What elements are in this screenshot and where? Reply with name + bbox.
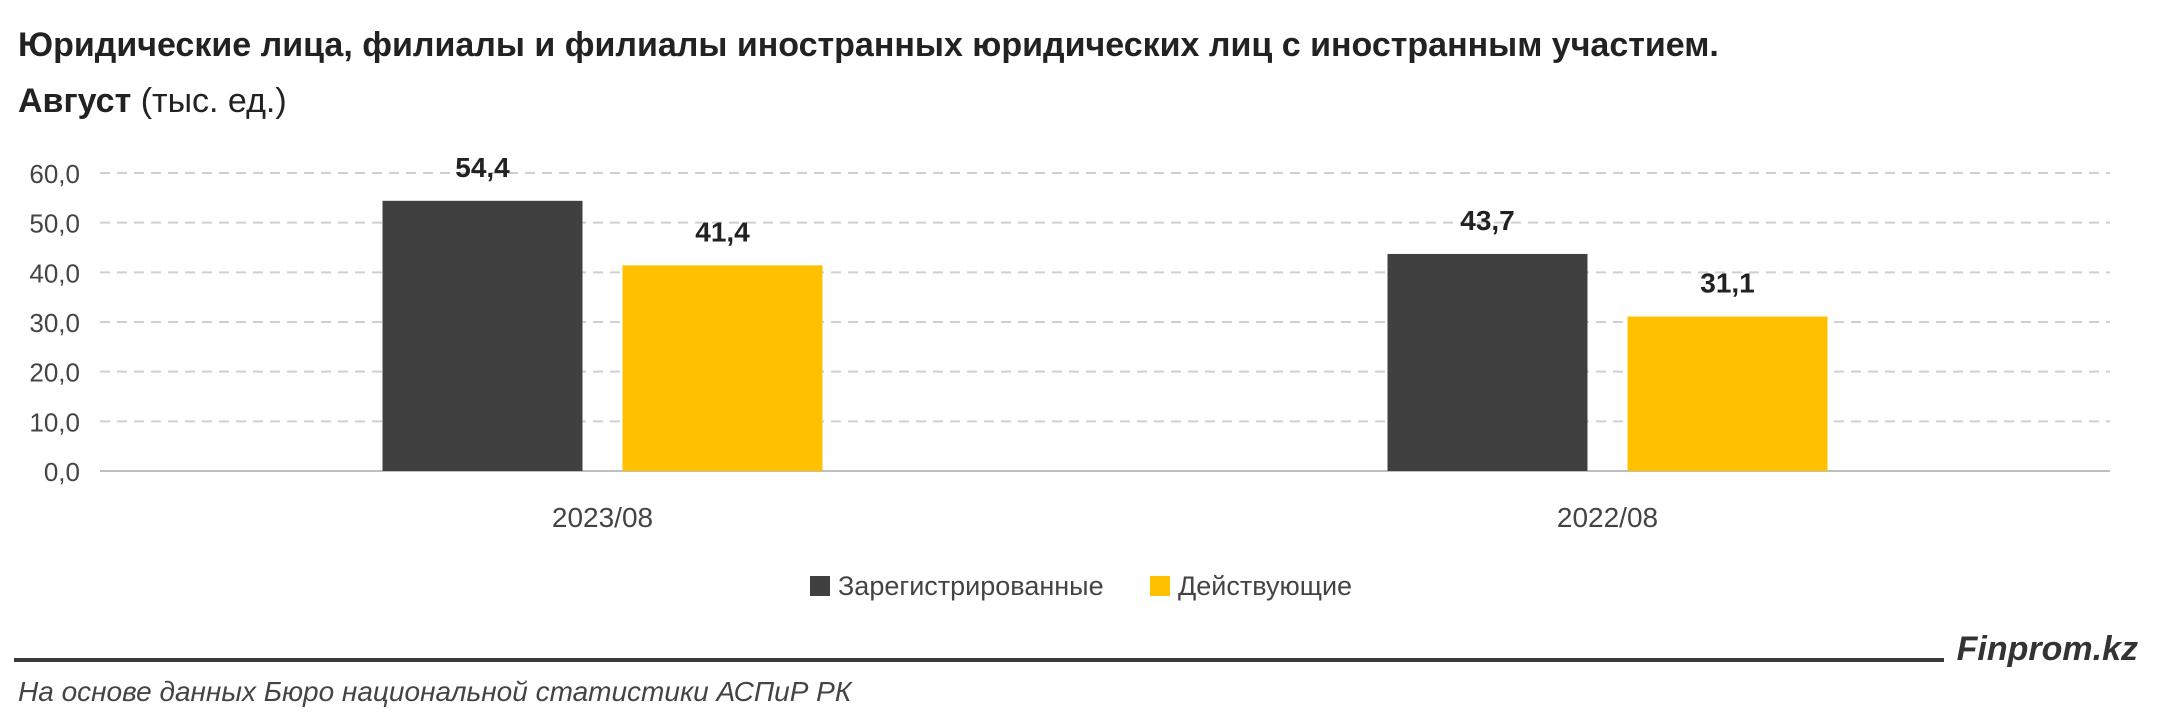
y-tick-label: 10,0 <box>29 407 80 437</box>
brand-logo: Finprom.kz <box>1956 630 2138 668</box>
x-tick-label: 2022/08 <box>1557 502 1658 533</box>
legend-label: Зарегистрированные <box>838 571 1104 601</box>
data-label: 54,4 <box>455 152 510 183</box>
data-label: 43,7 <box>1460 205 1515 236</box>
data-label: 31,1 <box>1700 268 1755 299</box>
chart-title: Юридические лица, филиалы и филиалы инос… <box>18 26 1719 64</box>
subtitle-unit: (тыс. ед.) <box>131 82 287 120</box>
y-tick-label: 50,0 <box>29 209 80 239</box>
bar-chart: 0,0 10,0 20,0 30,0 40,0 50,0 60,0 54,4 41,4 2023/… <box>29 152 2110 601</box>
x-tick-label: 2023/08 <box>552 502 653 533</box>
legend-swatch <box>1150 576 1170 596</box>
bar <box>382 200 583 471</box>
bar <box>1387 253 1588 471</box>
source-note: На основе данных Бюро национальной стати… <box>18 676 852 707</box>
y-tick-label: 30,0 <box>29 308 80 338</box>
bar <box>1627 316 1828 471</box>
y-tick-label: 60,0 <box>29 159 80 189</box>
data-label: 41,4 <box>695 216 750 247</box>
bar <box>622 265 823 471</box>
legend-label: Действующие <box>1178 571 1352 601</box>
subtitle-month: Август <box>18 82 132 120</box>
y-tick-label: 20,0 <box>29 358 80 388</box>
y-tick-label: 40,0 <box>29 258 80 288</box>
footer-divider <box>14 658 1944 662</box>
y-tick-label: 0,0 <box>44 457 80 487</box>
chart-subtitle: Август (тыс. ед.) <box>18 82 287 121</box>
legend-swatch <box>810 576 830 596</box>
